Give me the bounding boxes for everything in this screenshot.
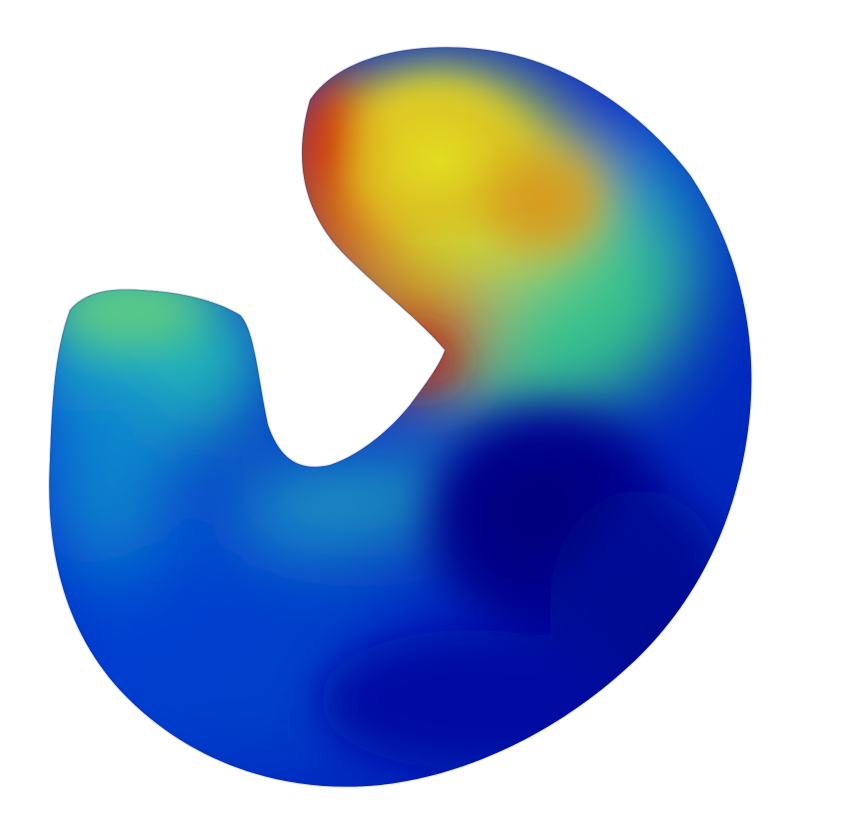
surface-outline	[48, 46, 753, 788]
